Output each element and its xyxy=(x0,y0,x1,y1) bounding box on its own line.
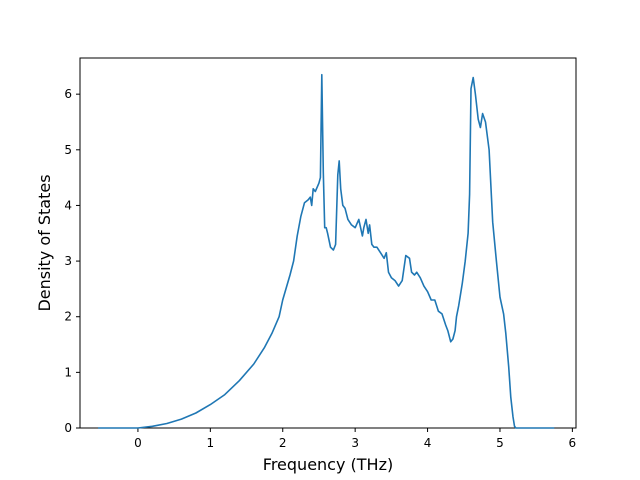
x-tick-label: 6 xyxy=(569,436,577,450)
x-tick-label: 3 xyxy=(351,436,359,450)
dos-series-line xyxy=(98,73,555,429)
x-axis-ticks: 0 1 2 3 4 5 6 xyxy=(134,428,576,450)
y-tick-label: 3 xyxy=(64,254,72,268)
y-tick-label: 6 xyxy=(64,87,72,101)
y-tick-label: 1 xyxy=(64,365,72,379)
x-tick-label: 1 xyxy=(207,436,215,450)
y-tick-label: 4 xyxy=(64,198,72,212)
x-tick-label: 4 xyxy=(424,436,432,450)
axes-frame xyxy=(79,57,577,429)
y-tick-label: 0 xyxy=(64,421,72,435)
y-axis-ticks: 0 1 2 3 4 5 6 xyxy=(64,87,80,435)
x-tick-label: 2 xyxy=(279,436,287,450)
x-tick-label: 5 xyxy=(496,436,504,450)
y-tick-label: 5 xyxy=(64,143,72,157)
x-tick-label: 0 xyxy=(134,436,142,450)
plot-area: 0 1 2 3 4 5 6 0 1 2 3 4 5 6 xyxy=(64,57,577,450)
y-axis-label: Density of States xyxy=(35,174,54,311)
y-tick-label: 2 xyxy=(64,310,72,324)
x-axis-label: Frequency (THz) xyxy=(263,455,393,474)
